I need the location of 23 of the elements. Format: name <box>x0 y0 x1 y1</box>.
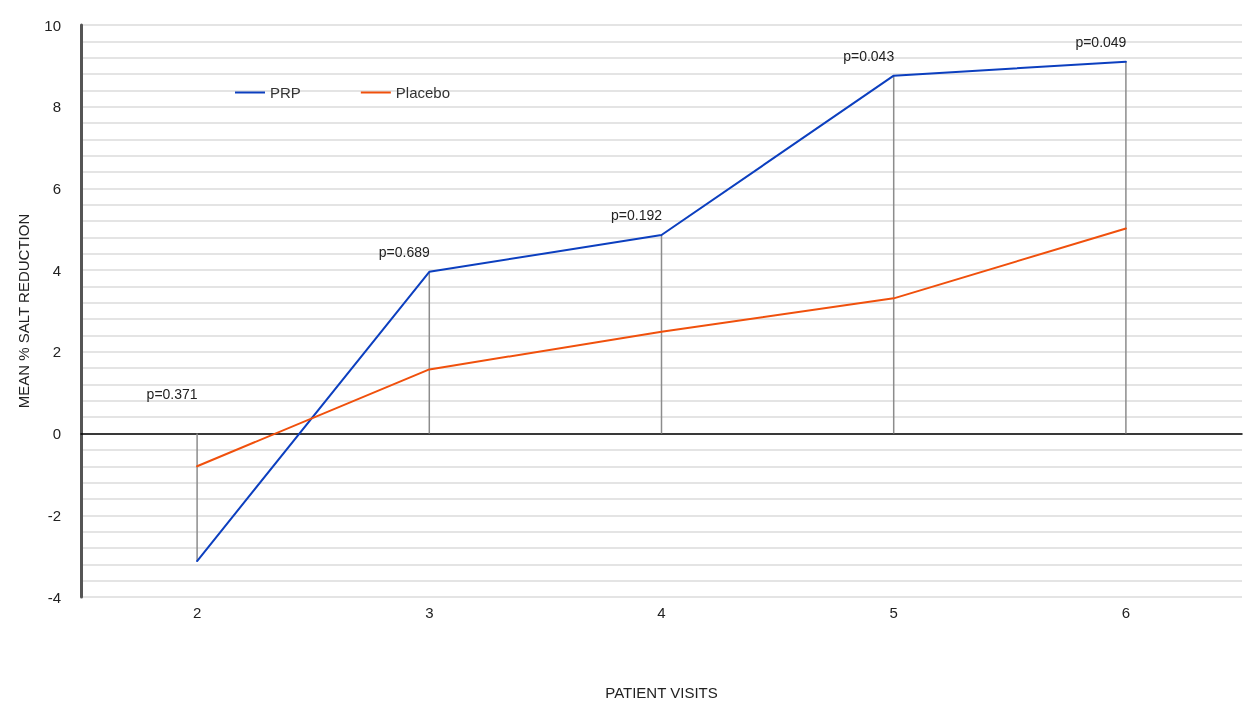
y-tick-label: 6 <box>52 179 61 197</box>
annotation: p=0.371 <box>146 385 198 402</box>
line-series <box>196 227 1127 468</box>
y-tick-label: 4 <box>52 261 61 279</box>
y-tick-label: 8 <box>52 98 61 116</box>
x-tick-label: 5 <box>889 604 898 621</box>
y-tick-label: 10 <box>44 16 61 34</box>
x-axis-title: PATIENT VISITS <box>605 684 718 701</box>
annotation: p=0.689 <box>378 243 431 260</box>
annotation: p=0.049 <box>1075 33 1127 50</box>
annotation: p=0.192 <box>611 207 663 224</box>
x-tick-label: 2 <box>192 604 202 621</box>
y-tick-label: -2 <box>47 506 61 524</box>
x-tick-label: 3 <box>425 604 434 621</box>
legend-label: PRP <box>270 84 301 101</box>
y-tick-label: 0 <box>52 425 61 443</box>
y-tick-label: -4 <box>47 588 61 606</box>
y-tick-label: 2 <box>52 343 61 361</box>
y-axis-title: MEAN % SALT REDUCTION <box>15 213 32 409</box>
x-tick-label: 6 <box>1121 604 1131 621</box>
annotation: p=0.043 <box>843 47 895 64</box>
x-tick-label: 4 <box>657 604 666 621</box>
legend-label: Placebo <box>395 84 451 101</box>
